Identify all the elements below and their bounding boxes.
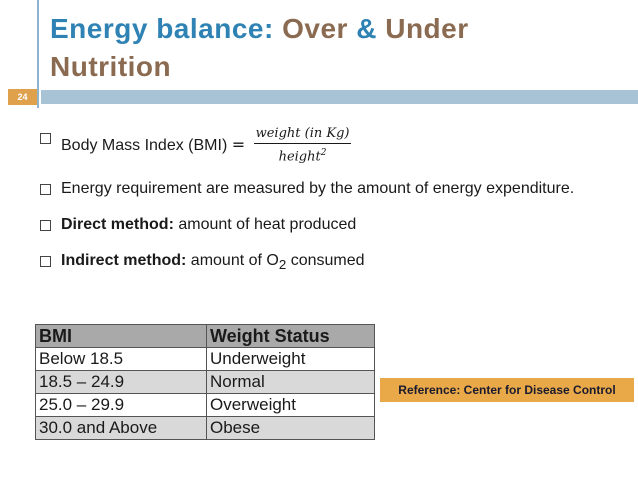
bmi-exponent: 2 xyxy=(320,148,327,158)
table-cell-bmi: 25.0 – 29.9 xyxy=(35,393,207,417)
table-header-weight-status: Weight Status xyxy=(206,324,375,348)
table-header-row: BMI Weight Status xyxy=(35,324,375,348)
table-cell-bmi: 18.5 – 24.9 xyxy=(35,370,207,394)
table-row: 18.5 – 24.9 Normal xyxy=(35,370,375,394)
bmi-denominator: height xyxy=(278,149,321,165)
title-part-under: Under xyxy=(385,13,469,44)
page-number-badge xyxy=(8,89,37,105)
bmi-label: Body Mass Index (BMI) xyxy=(61,136,228,154)
bullet-square-icon xyxy=(40,256,51,268)
page-number: 24 xyxy=(17,92,28,102)
bmi-equals: = xyxy=(231,134,246,154)
bullet-list: Body Mass Index (BMI) = weight (in Kg) h… xyxy=(40,126,600,290)
indirect-method-text: amount of O xyxy=(190,252,279,270)
bullet-indirect-method: Indirect method: amount of O2 consumed xyxy=(40,249,600,277)
bullet-square-icon xyxy=(40,220,51,232)
direct-method-label: Direct method: xyxy=(61,216,174,234)
bullet-bmi: Body Mass Index (BMI) = weight (in Kg) h… xyxy=(40,126,600,165)
title-part-energy-balance: Energy balance: xyxy=(50,13,274,44)
bmi-numerator: weight (in Kg) xyxy=(253,126,352,144)
title-part-over: Over xyxy=(282,13,348,44)
indirect-method-label: Indirect method: xyxy=(61,252,187,270)
table-cell-status: Obese xyxy=(206,416,375,440)
oxygen-subscript: 2 xyxy=(278,257,287,273)
table-cell-status: Underweight xyxy=(206,347,375,371)
bmi-formula: weight (in Kg) height2 xyxy=(253,126,352,165)
table-cell-bmi: 30.0 and Above xyxy=(35,416,207,440)
table-row: Below 18.5 Underweight xyxy=(35,347,375,371)
bmi-table: BMI Weight Status Below 18.5 Underweight… xyxy=(35,324,375,440)
energy-requirement-text: Energy requirement are measured by the a… xyxy=(61,180,575,198)
decorative-vertical-line xyxy=(37,0,39,108)
slide-title: Energy balance: Over & Under Nutrition xyxy=(50,10,610,86)
table-cell-status: Overweight xyxy=(206,393,375,417)
direct-method-text: amount of heat produced xyxy=(178,216,357,234)
reference-label: Reference: Center for Disease Control xyxy=(380,378,634,402)
table-cell-bmi: Below 18.5 xyxy=(35,347,207,371)
table-cell-status: Normal xyxy=(206,370,375,394)
table-row: 25.0 – 29.9 Overweight xyxy=(35,393,375,417)
title-part-ampersand: & xyxy=(356,13,377,44)
table-row: 30.0 and Above Obese xyxy=(35,416,375,440)
bmi-denominator-wrap: height2 xyxy=(254,144,352,165)
table-header-bmi: BMI xyxy=(35,324,207,348)
bullet-direct-method: Direct method: amount of heat produced xyxy=(40,213,600,237)
title-underline-bar xyxy=(41,90,638,104)
title-part-nutrition: Nutrition xyxy=(50,51,172,82)
bullet-energy-requirement: Energy requirement are measured by the a… xyxy=(40,177,600,201)
indirect-method-tail: consumed xyxy=(290,252,365,270)
bullet-square-icon xyxy=(40,184,51,196)
bullet-square-icon xyxy=(40,133,51,144)
